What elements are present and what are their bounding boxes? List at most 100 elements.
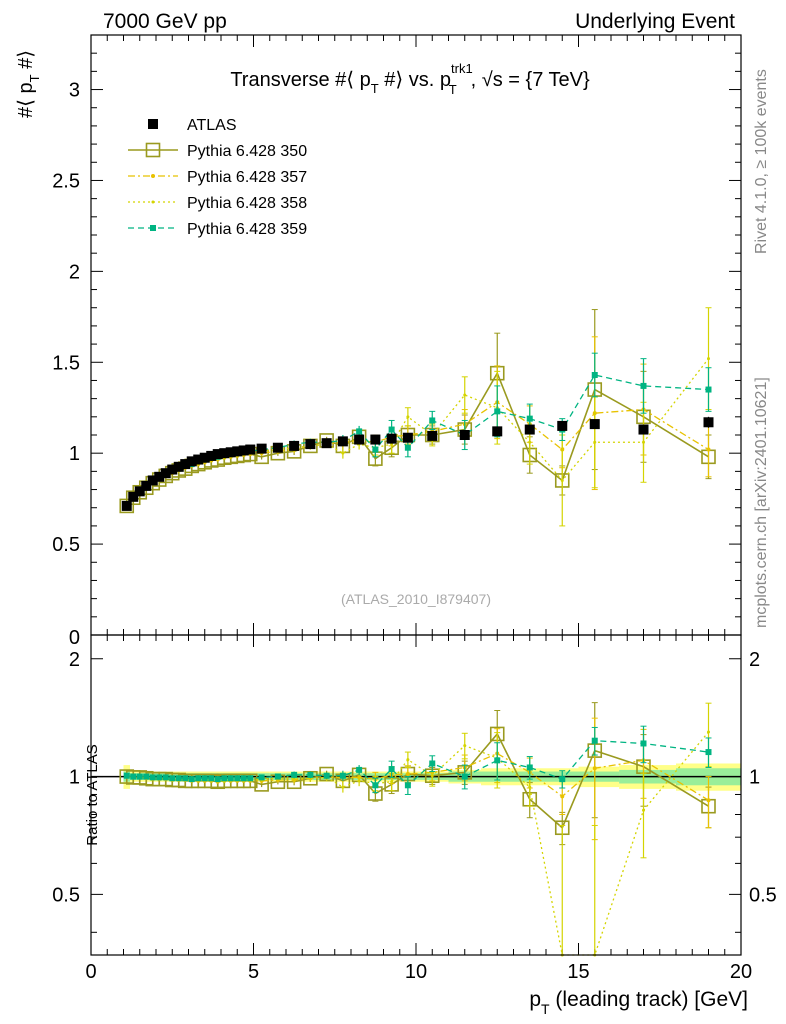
atlas-data-point <box>167 464 178 475</box>
chart-title: Transverse #⟨ pT #⟩ vs. ptrk1 T, √s = {7 … <box>230 61 590 97</box>
atlas-data-point <box>180 459 191 470</box>
ratio-data-point <box>356 766 363 773</box>
ratio-data-point <box>642 808 645 812</box>
ratio-data-point <box>274 773 281 780</box>
ratio-data-point <box>175 775 182 782</box>
main-data-point <box>429 417 436 424</box>
ratio-data-point <box>221 775 228 782</box>
ratio-data-point <box>195 775 202 782</box>
atlas-data-point <box>337 436 348 447</box>
atlas-data-point <box>321 438 332 449</box>
ratio-data-point <box>528 785 532 789</box>
ratio-data-point <box>341 785 345 789</box>
ratio-data-point <box>357 779 361 783</box>
ratio-data-point <box>463 744 467 748</box>
ratio-data-point <box>162 774 169 781</box>
atlas-data-point <box>256 443 267 454</box>
ylabel-sub: T <box>27 74 42 82</box>
ratio-data-point <box>388 766 395 773</box>
x-tick-label: 10 <box>405 961 427 983</box>
atlas-data-point <box>199 452 210 463</box>
y-tick-label: 3 <box>69 80 80 102</box>
atlas-data-point <box>459 430 470 440</box>
main-ylabel: #⟨ pT #⟩ <box>15 50 42 118</box>
ratio-data-point <box>201 775 208 782</box>
legend-marker <box>145 142 161 158</box>
main-data-point <box>494 408 501 415</box>
atlas-data-point <box>219 448 230 459</box>
ratio-data-point <box>130 773 137 780</box>
atlas-data-point <box>134 486 145 497</box>
main-series-line <box>126 374 709 506</box>
ratio-data-point <box>592 766 597 771</box>
atlas-data-point <box>638 424 649 435</box>
legend-marker <box>151 200 155 204</box>
x-tick-label: 0 <box>85 961 96 983</box>
xlabel: pT (leading track) [GeV] <box>529 988 748 1017</box>
ratio-data-point <box>227 775 234 782</box>
ratio-data-point <box>461 773 468 780</box>
atlas-data-point <box>524 424 535 435</box>
ratio-data-point <box>149 774 156 781</box>
ratio-data-point <box>123 772 130 779</box>
ratio-data-point <box>559 776 566 783</box>
ratio-data-point <box>247 775 254 782</box>
ylabel-part-1: #⟨ p <box>15 82 37 118</box>
main-series-line <box>126 371 709 507</box>
legend: ATLAS Pythia 6.428 350 Pythia 6.428 357 Pyt… <box>128 117 307 238</box>
title-part-3: , √s = {7 TeV} <box>471 69 590 91</box>
ratio-data-point <box>214 776 221 783</box>
ratio-y-tick-label: 2 <box>69 649 80 671</box>
atlas-data-point <box>354 434 365 445</box>
atlas-data-point <box>121 500 132 511</box>
ratio-data-point <box>707 730 710 734</box>
legend-label: ATLAS <box>187 117 237 134</box>
ratio-data-point <box>240 775 247 782</box>
atlas-data-point <box>245 444 256 455</box>
ratio-data-point <box>143 773 150 780</box>
ratio-data-point <box>372 782 379 789</box>
main-data-point <box>341 451 345 455</box>
main-data-point <box>463 393 467 397</box>
ratio-data-point <box>526 764 533 771</box>
main-data-point <box>591 372 598 378</box>
atlas-data-point <box>370 434 381 445</box>
atlas-data-point <box>305 439 316 450</box>
mcplots-label: mcplots.cern.ch [arXiv:2401.10621] <box>753 377 770 628</box>
atlas-data-point <box>238 445 249 456</box>
xlabel-part-1: p <box>529 988 541 1011</box>
atlas-data-point <box>386 433 397 444</box>
atlas-data-point <box>160 468 171 479</box>
atlas-data-point <box>589 419 600 430</box>
y-tick-label-zero: 0 <box>69 627 80 649</box>
main-data-point <box>705 386 712 393</box>
atlas-data-point <box>225 447 236 458</box>
title-sub-1: T <box>371 81 379 96</box>
main-data-point <box>593 440 597 444</box>
main-axis-ticks: 0 5 10 15 20 0.5 1 1.5 2 2.5 3 0 0.5 0.5 1 1 2 2 <box>52 34 777 983</box>
legend-marker <box>151 174 155 178</box>
ratio-data-point <box>182 775 189 782</box>
atlas-data-point <box>173 461 184 472</box>
atlas-data-point <box>289 440 300 451</box>
ratio-data-point <box>291 771 298 778</box>
main-data-point <box>388 426 395 433</box>
main-data-point <box>642 440 645 444</box>
ratio-data-point <box>429 760 436 767</box>
atlas-data-point <box>402 432 413 443</box>
ratio-data-point <box>560 794 565 799</box>
ratio-data-point <box>705 749 712 756</box>
ratio-data-point <box>406 758 410 762</box>
atlas-data-point <box>141 480 152 491</box>
atlas-data-point <box>492 426 503 437</box>
ratio-data-point <box>136 773 143 780</box>
y-tick-label: 1 <box>69 443 80 465</box>
ratio-series <box>119 702 716 957</box>
ratio-data-point <box>188 776 195 783</box>
atlas-data-point <box>703 417 714 428</box>
ylabel-part-2: #⟩ <box>15 50 37 74</box>
ratio-data-point <box>405 772 410 777</box>
atlas-data-point <box>186 456 197 467</box>
atlas-data-point <box>154 471 165 482</box>
